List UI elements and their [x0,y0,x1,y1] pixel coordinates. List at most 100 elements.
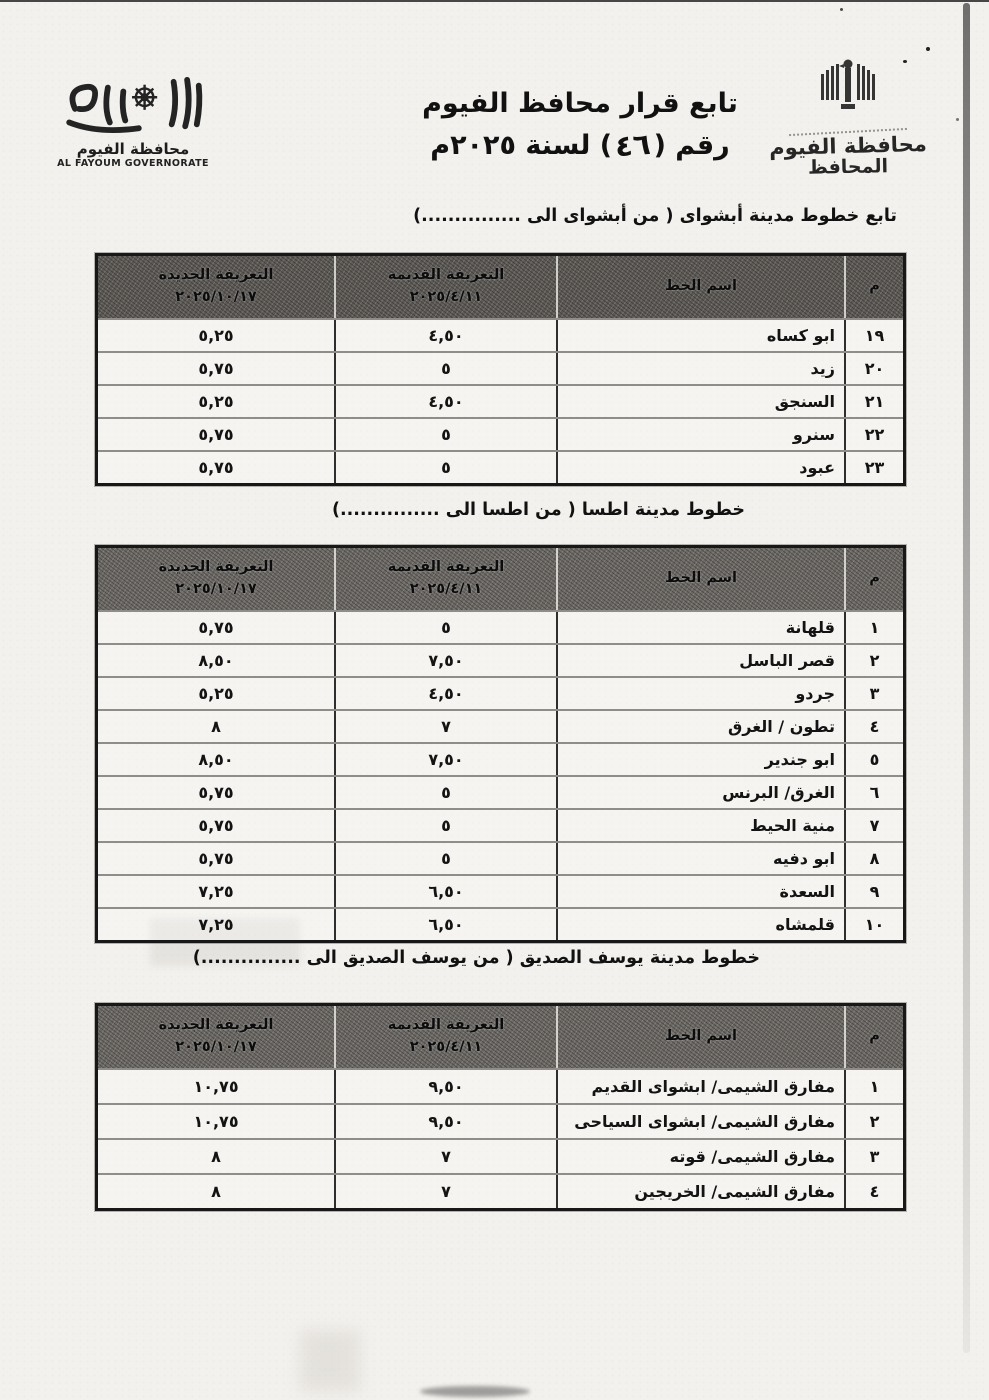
new-tariff-cell: ٨ [98,711,336,742]
scan-speckle [956,118,959,121]
line-name-cell: جردو [558,678,846,709]
serial-cell: ١ [869,618,880,637]
line-name-cell: الغرق/ البرنس [558,777,846,808]
decree-title: تابع قرار محافظ الفيوم رقم (٤٦) لسنة ٢٠٢… [345,84,815,165]
scan-speckle [926,47,930,51]
table-header-row: م اسم الخط التعريفة القديمة ٢٠٢٥/٤/١١ ال… [98,1006,903,1068]
table-row: ٢٠ زيد ٥ ٥,٧٥ [98,351,903,384]
tariff-table-yousef-elseddik: م اسم الخط التعريفة القديمة ٢٠٢٥/٤/١١ ال… [95,1003,906,1211]
column-header-new-tariff: التعريفة الجديدة ٢٠٢٥/١٠/١٧ [98,548,336,610]
table-row: ١ مفارق الشيمى/ ابشواى القديم ٩,٥٠ ١٠,٧٥ [98,1068,903,1103]
serial-cell: ٢٣ [864,458,885,477]
line-name-cell: قلهانة [558,612,846,643]
governorate-logo: محافظة الفيوم AL FAYOUM GOVERNORATE [48,76,218,169]
new-tariff-cell: ٥,٢٥ [98,678,336,709]
table-row: ٣ مفارق الشيمى/ قوته ٧ ٨ [98,1138,903,1173]
column-header-new-tariff: التعريفة الجديدة ٢٠٢٥/١٠/١٧ [98,256,336,318]
table-row: ٢١ السنجق ٤,٥٠ ٥,٢٥ [98,384,903,417]
table-row: ٧ منية الحيط ٥ ٥,٧٥ [98,808,903,841]
table-row: ١ قلهانة ٥ ٥,٧٥ [98,610,903,643]
section-title-yousef-elseddik: خطوط مدينة يوسف الصديق ( من يوسف الصديق … [192,948,760,968]
section-title-etsa: خطوط مدينة اطسا ( من اطسا الى ..........… [331,500,745,520]
old-tariff-cell: ٩,٥٠ [336,1105,558,1138]
scan-speckle [840,8,843,11]
new-tariff-cell: ٨ [98,1140,336,1173]
old-tariff-cell: ٧,٥٠ [336,645,558,676]
old-tariff-cell: ٦,٥٠ [336,876,558,907]
column-header-old-tariff: التعريفة القديمة ٢٠٢٥/٤/١١ [336,1006,558,1068]
logo-english-name: AL FAYOUM GOVERNORATE [57,158,209,169]
scan-top-edge-line [0,0,989,2]
old-tariff-cell: ٥ [336,452,558,483]
serial-cell: ٢ [869,651,880,670]
line-name-cell: السنجق [558,386,846,417]
column-header-serial: م [869,570,880,587]
serial-cell: ٢٢ [864,425,885,444]
new-tariff-cell: ٥,٧٥ [98,353,336,384]
scan-fold-smudge [300,1330,360,1392]
handwritten-governor: المحافظ [807,155,889,179]
old-tariff-cell: ٤,٥٠ [336,320,558,351]
serial-cell: ٥ [869,750,880,769]
table-row: ٩ السعدة ٦,٥٠ ٧,٢٥ [98,874,903,907]
eagle-emblem-icon [821,59,875,109]
column-header-line-name: اسم الخط [558,548,846,610]
table-row: ٢٢ سنرو ٥ ٥,٧٥ [98,417,903,450]
line-name-cell: السعدة [558,876,846,907]
table-row: ٨ ابو دفيه ٥ ٥,٧٥ [98,841,903,874]
new-tariff-cell: ٥,٧٥ [98,810,336,841]
line-name-cell: زيد [558,353,846,384]
column-header-old-tariff: التعريفة القديمة ٢٠٢٥/٤/١١ [336,256,558,318]
new-tariff-cell: ٥,٧٥ [98,612,336,643]
old-tariff-cell: ٦,٥٠ [336,909,558,940]
old-tariff-cell: ٧ [336,1140,558,1173]
old-tariff-cell: ٥ [336,419,558,450]
column-header-old-tariff: التعريفة القديمة ٢٠٢٥/٤/١١ [336,548,558,610]
old-tariff-cell: ٤,٥٠ [336,678,558,709]
line-name-cell: ابو كساه [558,320,846,351]
serial-cell: ٤ [869,1182,880,1201]
serial-cell: ٧ [869,816,880,835]
official-stamp: محافظة الفيوم المحافظ [752,52,944,179]
column-header-line-name: اسم الخط [558,256,846,318]
new-tariff-cell: ٨ [98,1175,336,1208]
line-name-cell: منية الحيط [558,810,846,841]
new-tariff-cell: ١٠,٧٥ [98,1070,336,1103]
serial-cell: ٨ [869,849,880,868]
line-name-cell: عبود [558,452,846,483]
table-row: ٢ مفارق الشيمى/ ابشواى السياحى ٩,٥٠ ١٠,٧… [98,1103,903,1138]
line-name-cell: تطون / الغرق [558,711,846,742]
table-row: ٢٣ عبود ٥ ٥,٧٥ [98,450,903,483]
serial-cell: ٢١ [864,392,885,411]
handwritten-decree-number: ٤٦ [614,126,652,164]
column-header-new-tariff: التعريفة الجديدة ٢٠٢٥/١٠/١٧ [98,1006,336,1068]
old-tariff-cell: ٧,٥٠ [336,744,558,775]
tariff-table-ibshaway: م اسم الخط التعريفة القديمة ٢٠٢٥/٤/١١ ال… [95,253,906,486]
old-tariff-cell: ٥ [336,777,558,808]
old-tariff-cell: ٤,٥٠ [336,386,558,417]
decree-title-line2: رقم (٤٦) لسنة ٢٠٢٥م [345,123,815,165]
line-name-cell: مفارق الشيمى/ قوته [558,1140,846,1173]
serial-cell: ٢ [869,1112,880,1131]
scan-bottom-smudge [420,1386,530,1397]
column-header-serial: م [869,278,880,295]
new-tariff-cell: ١٠,٧٥ [98,1105,336,1138]
new-tariff-cell: ٧,٢٥ [98,876,336,907]
table-row: ٥ ابو جندير ٧,٥٠ ٨,٥٠ [98,742,903,775]
line-name-cell: ابو دفيه [558,843,846,874]
tariff-table-etsa: م اسم الخط التعريفة القديمة ٢٠٢٥/٤/١١ ال… [95,545,906,943]
new-tariff-cell: ٨,٥٠ [98,645,336,676]
serial-cell: ١٩ [864,326,885,345]
line-name-cell: سنرو [558,419,846,450]
new-tariff-cell: ٥,٧٥ [98,419,336,450]
line-name-cell: ابو جندير [558,744,846,775]
table-header-row: م اسم الخط التعريفة القديمة ٢٠٢٥/٤/١١ ال… [98,548,903,610]
serial-cell: ١٠ [864,915,885,934]
logo-arabic-name: محافظة الفيوم [76,140,190,158]
serial-cell: ٢٠ [864,359,885,378]
table-row: ٤ مفارق الشيمى/ الخريجين ٧ ٨ [98,1173,903,1208]
line-name-cell: مفارق الشيمى/ الخريجين [558,1175,846,1208]
old-tariff-cell: ٥ [336,612,558,643]
old-tariff-cell: ٩,٥٠ [336,1070,558,1103]
